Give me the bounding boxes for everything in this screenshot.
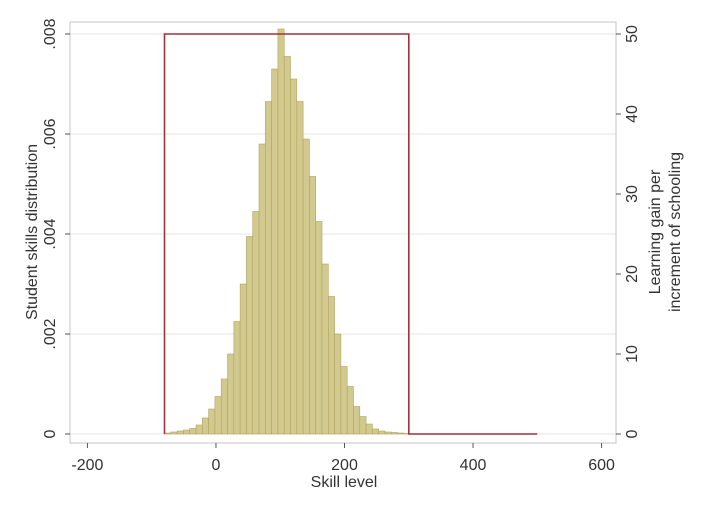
y-right-tick-label: 30 [624,185,641,203]
histogram-bar [227,353,235,435]
histogram-bar [164,432,172,435]
histogram-bar [195,424,203,435]
y-left-tick-label: .002 [42,318,59,349]
histogram-bar [397,432,405,435]
histogram-bar [233,321,241,435]
histogram-bar [302,138,310,435]
histogram-bar [176,430,184,435]
y-left-tick-label: .006 [42,118,59,149]
x-tick-label: 600 [588,457,615,474]
histogram-bar [271,68,279,435]
x-tick-label: 0 [212,457,221,474]
y-right-tick-label: 20 [624,265,641,283]
learning-gain-line [163,33,538,435]
histogram-bar [328,296,335,435]
y-right-tick-label: 10 [624,345,641,363]
histogram-bar [246,236,254,435]
x-axis-title: Skill level [311,474,378,491]
histogram-bar [353,406,361,435]
histogram-bar [202,417,209,435]
histogram-bar [183,429,191,435]
y-right-tick-label: 0 [624,429,641,438]
x-tick-label: -200 [71,457,103,474]
histogram-bar [390,432,398,435]
histogram-bar [258,143,266,435]
histogram-bar [346,386,354,435]
histogram-bar [283,56,291,435]
x-tick-label: 400 [460,457,487,474]
y-right-axis-title-line-1: Learning gain per [647,169,664,294]
x-tick-label: 200 [331,457,358,474]
y-right-tick-label: 40 [624,105,641,123]
y-right-tick-label: 50 [624,25,641,43]
histogram-bar [239,283,247,435]
histogram-bar [296,101,304,435]
histogram-bar [378,430,386,435]
histogram-bar [252,211,260,435]
histogram-bar [372,428,379,435]
histogram-bar [290,78,298,435]
histogram-bar [359,416,367,435]
plot-frame [69,21,617,444]
histogram-bar [340,366,348,435]
y-left-axis-title: Student skills distribution [24,144,41,320]
y-left-tick-label: .004 [42,218,59,249]
histogram-bar [265,101,272,435]
y-left-tick-label: 0 [42,429,59,438]
histogram-bar [315,221,323,435]
histogram-bar [309,176,317,435]
histogram-bar [220,378,228,435]
histogram-bar [365,423,373,435]
histogram-bar [189,428,197,435]
histogram-bar [321,263,329,435]
histogram-bar [384,431,392,435]
histogram-bar [277,28,285,435]
histogram-bar [334,333,342,435]
histogram-bar [208,408,216,435]
histogram-bar [170,431,178,435]
y-left-tick-label: .008 [42,18,59,49]
y-right-axis-title-line-2: increment of schooling [667,152,684,312]
histogram-bar [214,396,222,435]
